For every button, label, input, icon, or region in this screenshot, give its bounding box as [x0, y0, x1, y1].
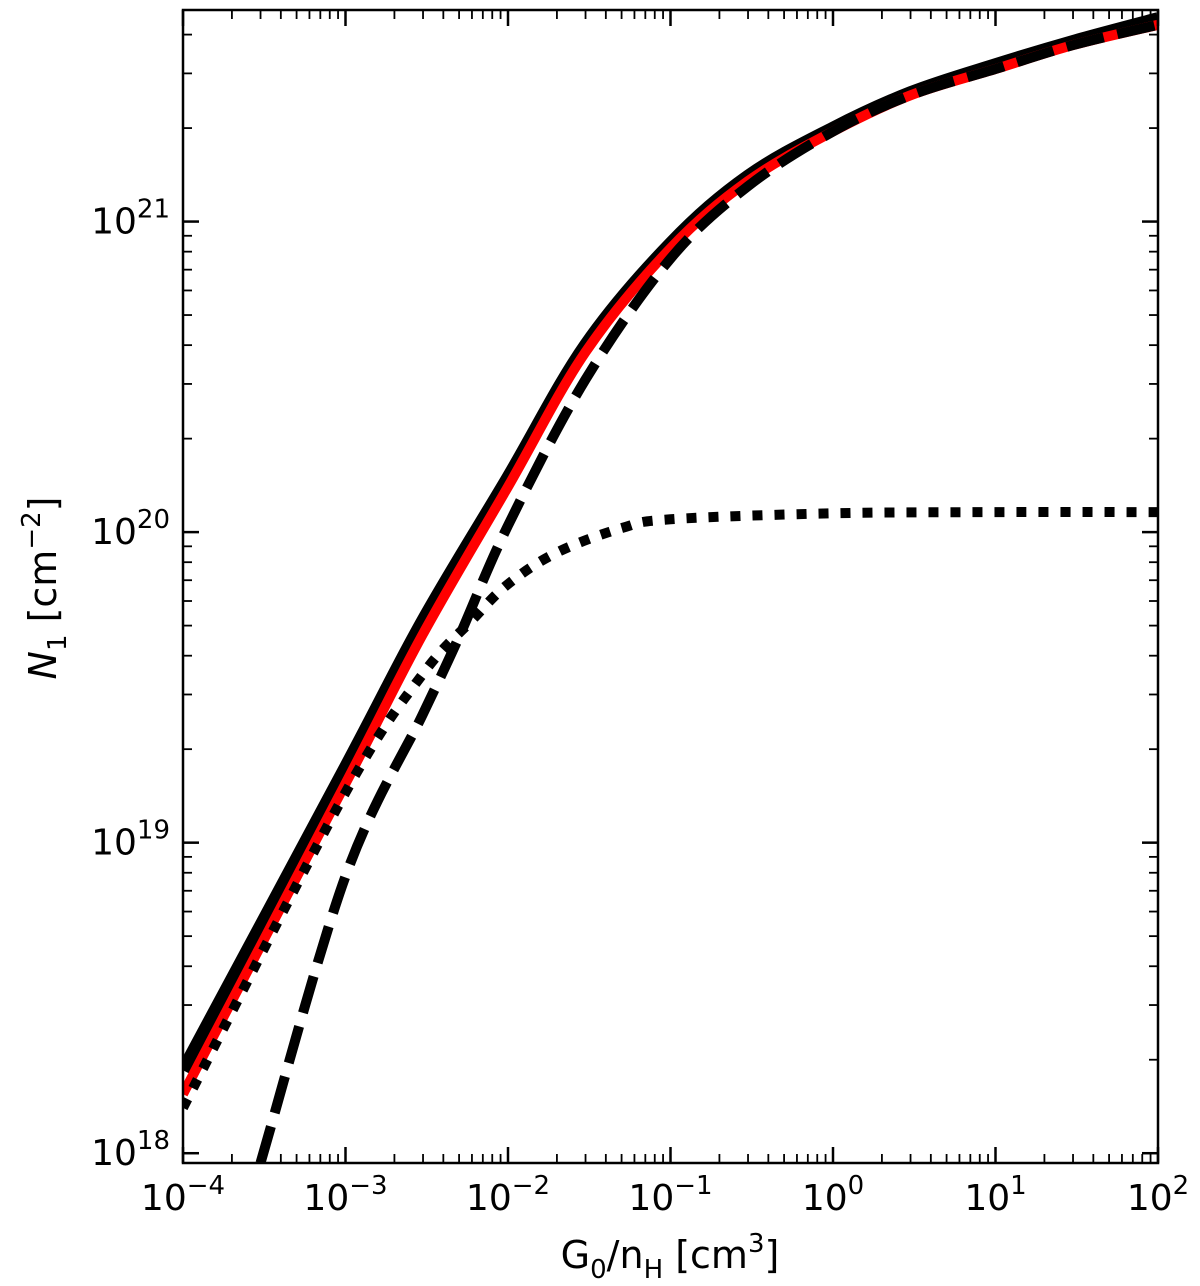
series-layer	[183, 12, 1158, 1163]
x-tick-label: 101	[964, 1171, 1026, 1219]
plot-frame	[181, 8, 1160, 1165]
series-line-solid-1	[183, 12, 1158, 1074]
series-line-dotted-4	[183, 507, 1158, 1111]
ticks-layer	[181, 10, 1160, 1163]
x-tick-label: 10−4	[141, 1171, 225, 1219]
x-tick-label: 10−2	[466, 1171, 550, 1219]
y-tick-label: 1019	[91, 816, 170, 864]
y-axis-label: N1 [cm−2]	[17, 497, 73, 680]
x-tick-label: 100	[802, 1171, 864, 1219]
y-tick-label: 1021	[91, 195, 170, 243]
x-tick-label: 10−1	[628, 1171, 712, 1219]
x-tick-label: 10−3	[303, 1171, 387, 1219]
x-axis-label: G0/nH [cm3]	[561, 1229, 780, 1285]
x-tick-label: 102	[1127, 1171, 1189, 1219]
y-tick-label: 1018	[91, 1126, 170, 1174]
series-line-dashed-3	[255, 19, 1158, 1163]
y-tick-label: 1020	[91, 505, 170, 553]
tick-labels-layer: 10−4 10−3 10−2 10−1 100 101 102 1018 1019 1020 102…	[91, 195, 1189, 1219]
